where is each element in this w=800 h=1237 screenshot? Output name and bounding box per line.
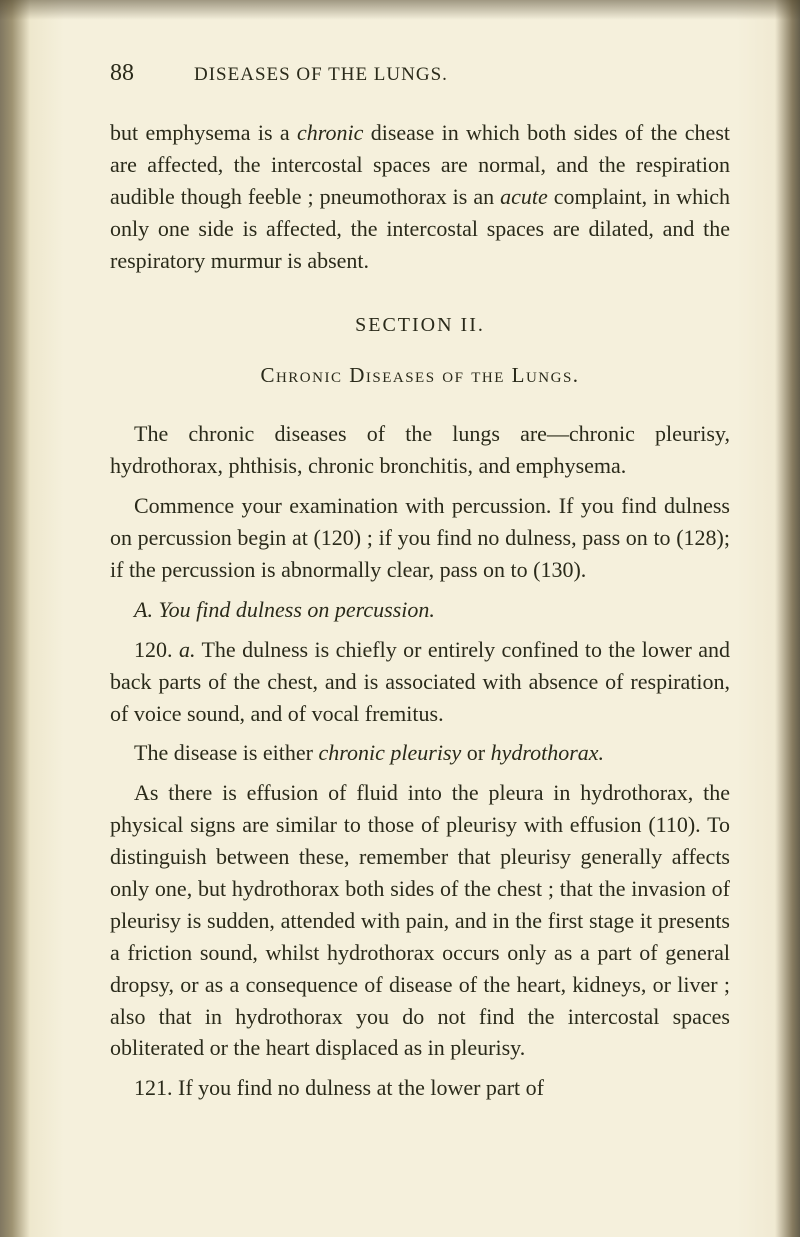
italic-text: a. xyxy=(179,637,196,662)
paragraph-body: The disease is either chronic pleurisy o… xyxy=(110,737,730,769)
paragraph-body: As there is effusion of fluid into the p… xyxy=(110,777,730,1064)
text-segment: Commence your examination with percussio… xyxy=(110,493,730,582)
italic-text: acute xyxy=(500,184,548,209)
paragraph-intro: but emphysema is a chronic disease in wh… xyxy=(110,117,730,276)
paragraph-body: 120. a. The dulness is chiefly or entire… xyxy=(110,634,730,730)
section-title: Chronic Diseases of the Lungs. xyxy=(110,363,730,388)
text-segment: The dulness is chiefly or entirely confi… xyxy=(110,637,730,726)
paragraph-body: A. You find dulness on percussion. xyxy=(110,594,730,626)
text-segment: As there is effusion of fluid into the p… xyxy=(110,780,730,1060)
text-segment: The chronic diseases of the lungs are—ch… xyxy=(110,421,730,478)
page-right-shadow xyxy=(775,0,800,1237)
paragraph-body: 121. If you find no dulness at the lower… xyxy=(110,1072,730,1104)
italic-text: chronic xyxy=(297,120,363,145)
italic-label: A. xyxy=(134,597,158,622)
running-title: DISEASES OF THE LUNGS. xyxy=(194,64,448,86)
section-label: SECTION II. xyxy=(110,314,730,337)
italic-text: You find dulness on percussion. xyxy=(158,597,434,622)
paragraph-body: Commence your examination with percussio… xyxy=(110,490,730,586)
text-segment: or xyxy=(461,740,490,765)
section-title-text: Chronic Diseases of the Lungs. xyxy=(260,363,579,387)
page-number: 88 xyxy=(110,60,134,87)
italic-text: chronic pleurisy xyxy=(319,740,462,765)
text-segment: but emphysema is a xyxy=(110,120,297,145)
paragraph-body: The chronic diseases of the lungs are—ch… xyxy=(110,418,730,482)
page-top-shadow xyxy=(0,0,800,20)
page-left-shadow xyxy=(0,0,30,1237)
text-segment: 120. xyxy=(134,637,179,662)
text-segment: 121. If you find no dulness at the lower… xyxy=(134,1075,544,1100)
italic-text: hydro­thorax. xyxy=(491,740,604,765)
text-segment: The disease is either xyxy=(134,740,319,765)
page-header: 88 DISEASES OF THE LUNGS. xyxy=(110,60,730,87)
page-content: 88 DISEASES OF THE LUNGS. but emphysema … xyxy=(0,0,800,1237)
